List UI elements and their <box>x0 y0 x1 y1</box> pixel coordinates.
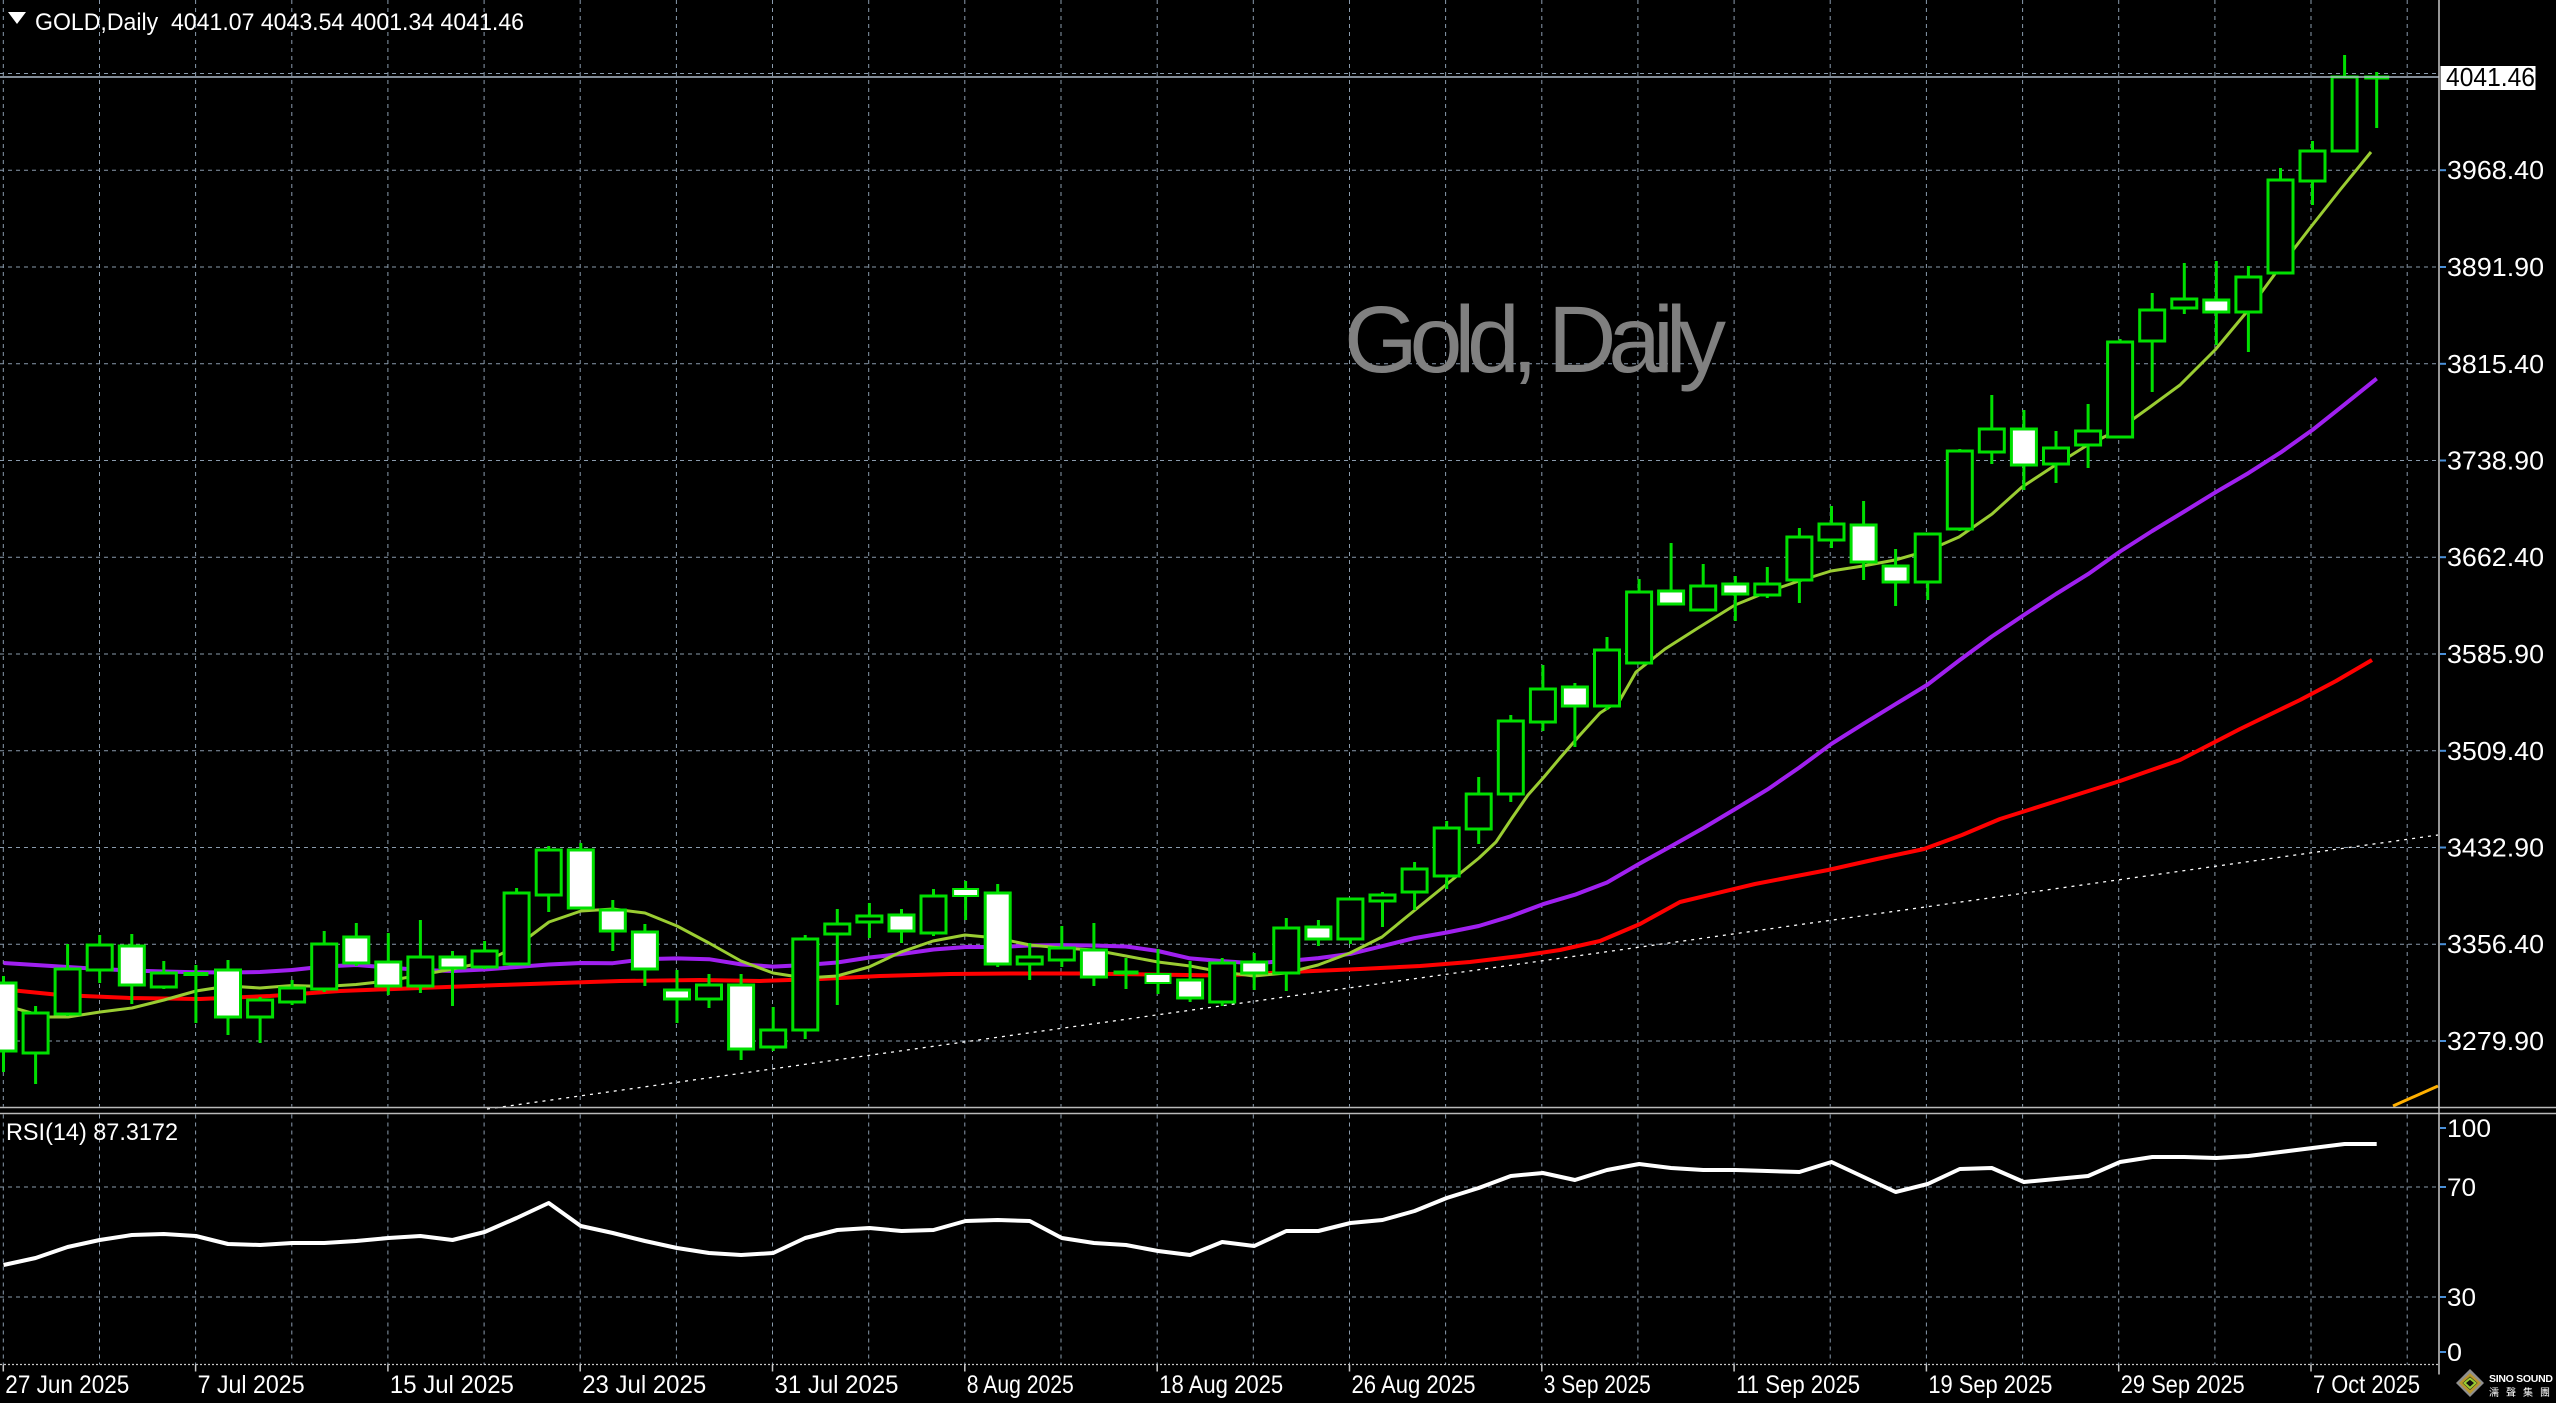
svg-text:RSI(14) 87.3172: RSI(14) 87.3172 <box>6 1119 178 1146</box>
svg-text:3 Sep 2025: 3 Sep 2025 <box>1544 1371 1651 1399</box>
svg-text:7 Jul 2025: 7 Jul 2025 <box>198 1371 305 1399</box>
svg-text:31 Jul 2025: 31 Jul 2025 <box>775 1371 899 1399</box>
svg-text:3585.90: 3585.90 <box>2447 639 2544 669</box>
svg-text:3968.40: 3968.40 <box>2447 155 2544 185</box>
svg-text:3815.40: 3815.40 <box>2447 349 2544 379</box>
svg-text:18 Aug 2025: 18 Aug 2025 <box>1159 1371 1283 1399</box>
svg-text:29 Sep 2025: 29 Sep 2025 <box>2121 1371 2245 1399</box>
svg-text:Gold, Daily: Gold, Daily <box>1344 287 1727 393</box>
svg-text:23 Jul 2025: 23 Jul 2025 <box>582 1371 706 1399</box>
svg-text:3356.40: 3356.40 <box>2447 929 2544 959</box>
svg-text:100: 100 <box>2447 1115 2491 1143</box>
svg-text:3662.40: 3662.40 <box>2447 542 2544 572</box>
svg-text:70: 70 <box>2447 1174 2476 1202</box>
svg-text:GOLD,Daily 4041.07 4043.54 40: GOLD,Daily 4041.07 4043.54 4001.34 4041.… <box>35 9 524 36</box>
svg-text:30: 30 <box>2447 1284 2476 1312</box>
svg-text:3738.90: 3738.90 <box>2447 446 2544 476</box>
svg-text:3509.40: 3509.40 <box>2447 736 2544 766</box>
svg-text:11 Sep 2025: 11 Sep 2025 <box>1736 1371 1860 1399</box>
svg-text:4041.46: 4041.46 <box>2446 62 2535 92</box>
svg-text:7 Oct 2025: 7 Oct 2025 <box>2313 1371 2420 1399</box>
svg-text:8 Aug 2025: 8 Aug 2025 <box>967 1371 1074 1399</box>
svg-text:15 Jul 2025: 15 Jul 2025 <box>390 1371 514 1399</box>
svg-text:27 Jun 2025: 27 Jun 2025 <box>5 1371 129 1399</box>
svg-text:0: 0 <box>2447 1339 2462 1367</box>
svg-text:SINO SOUND: SINO SOUND <box>2489 1373 2553 1385</box>
svg-text:26 Aug 2025: 26 Aug 2025 <box>1352 1371 1476 1399</box>
svg-text:3891.90: 3891.90 <box>2447 252 2544 282</box>
svg-text:19 Sep 2025: 19 Sep 2025 <box>1928 1371 2052 1399</box>
svg-text:3432.90: 3432.90 <box>2447 833 2544 863</box>
svg-text:3279.90: 3279.90 <box>2447 1026 2544 1056</box>
svg-text:濡聲集團: 濡聲集團 <box>2489 1386 2556 1399</box>
